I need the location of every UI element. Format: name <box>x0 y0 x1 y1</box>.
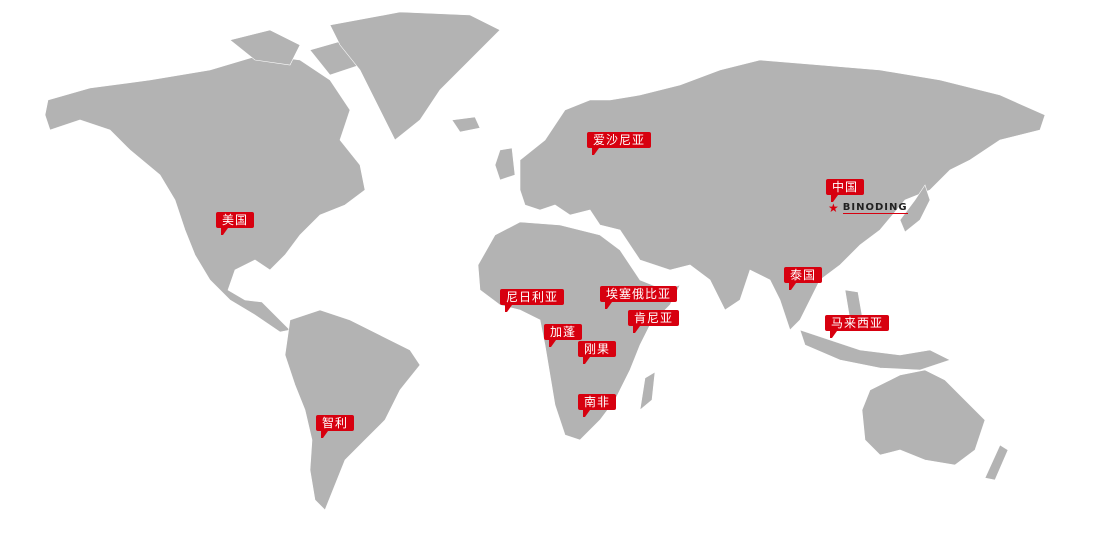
eurasia <box>519 59 1046 331</box>
madagascar <box>639 371 656 411</box>
marker-ethiopia[interactable]: 埃塞俄比亚 <box>600 286 678 309</box>
japan <box>899 184 931 233</box>
marker-nigeria[interactable]: 尼日利亚 <box>500 289 565 312</box>
marker-thailand[interactable]: 泰国 <box>784 267 823 290</box>
australia <box>861 369 986 466</box>
logo-text: BINODING <box>842 202 908 214</box>
marker-estonia[interactable]: 爱沙尼亚 <box>587 132 652 155</box>
marker-congo[interactable]: 刚果 <box>578 341 617 364</box>
marker-south-africa[interactable]: 南非 <box>578 394 617 417</box>
new-zealand <box>984 444 1009 481</box>
iceland <box>451 116 481 133</box>
marker-kenya[interactable]: 肯尼亚 <box>628 310 680 333</box>
greenland <box>329 11 501 141</box>
great-britain <box>494 147 516 181</box>
north-america <box>44 54 366 333</box>
indonesia <box>799 329 951 371</box>
south-america <box>284 309 421 511</box>
marker-malaysia[interactable]: 马来西亚 <box>825 315 890 338</box>
marker-china[interactable]: 中国 <box>826 179 865 202</box>
star-icon: ★ <box>828 201 839 215</box>
marker-gabon[interactable]: 加蓬 <box>544 324 583 347</box>
binoding-logo: ★ BINODING <box>828 202 908 214</box>
marker-chile[interactable]: 智利 <box>316 415 355 438</box>
marker-usa[interactable]: 美国 <box>216 212 255 235</box>
